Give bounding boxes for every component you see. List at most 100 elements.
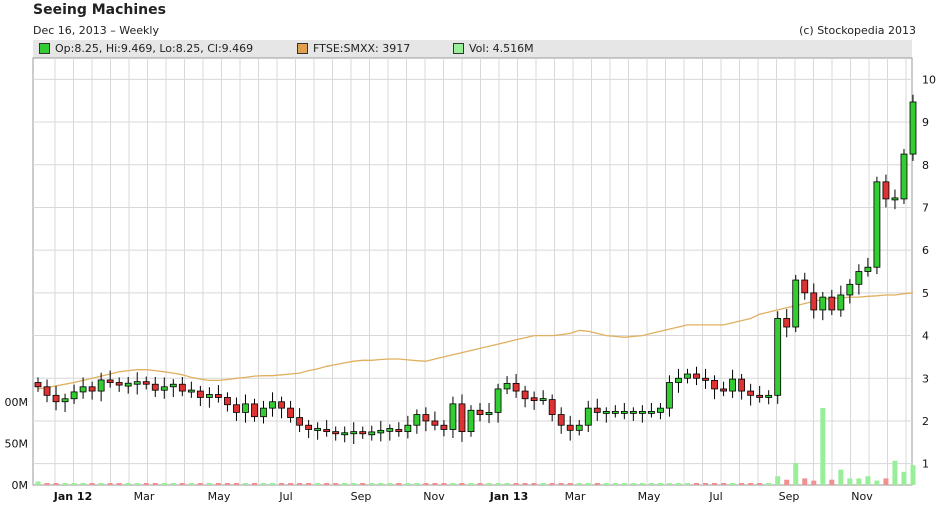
volume-bar (820, 408, 826, 485)
candle-body (449, 403, 457, 430)
candle-body (503, 382, 511, 390)
candle-body (151, 383, 159, 391)
candle-body (61, 398, 69, 403)
volume-bar (468, 483, 474, 485)
candle-body (494, 388, 502, 413)
candle-body (133, 381, 141, 385)
x-tick-label: Jan 12 (53, 490, 92, 503)
legend-item-index: FTSE:SMXX: 3917 (297, 42, 410, 55)
candle-body (684, 373, 691, 379)
volume-bar (35, 481, 41, 485)
candle-body (395, 429, 403, 433)
candle-body (52, 394, 60, 403)
candle-body (314, 428, 322, 431)
candle-body (485, 412, 493, 415)
candle-body (819, 296, 827, 311)
candle-body (810, 292, 818, 311)
index-line (37, 292, 914, 390)
candle-body (638, 411, 646, 414)
candle-body (711, 379, 718, 390)
candle-body (323, 429, 331, 433)
candle-body (801, 279, 809, 294)
x-tick-label: May (638, 490, 661, 503)
candle-body (593, 407, 601, 413)
volume-bar (784, 479, 790, 485)
volume-bar (224, 483, 230, 485)
candle-body (251, 403, 258, 418)
y-tick-label: 8 (922, 159, 929, 172)
candle-body (828, 296, 836, 311)
candle-body (729, 378, 736, 392)
volume-bar (62, 483, 68, 485)
volume-bar (847, 478, 853, 485)
candle-body (891, 197, 899, 201)
y-tick-label: 2 (922, 415, 929, 428)
candle-body (422, 414, 430, 422)
candle-body (611, 411, 619, 414)
volume-bar (161, 483, 167, 485)
legend-swatch-ohlc (39, 43, 50, 54)
candle-body (196, 390, 204, 398)
volume-bar (486, 483, 492, 485)
candle-body (792, 279, 800, 328)
candle-body (377, 429, 385, 434)
volume-bar (297, 483, 303, 485)
candle-body (115, 382, 123, 386)
candle-body (269, 401, 276, 409)
legend: Op:8.25, Hi:9.469, Lo:8.25, Cl:9.469 FTS… (33, 40, 912, 58)
candle-body (765, 394, 773, 398)
volume-bar (856, 478, 862, 485)
volume-bar (838, 469, 844, 485)
volume-bar (261, 483, 267, 485)
y-tick-label: 6 (922, 244, 929, 257)
volume-bar (423, 483, 429, 485)
candle-body (431, 420, 439, 426)
candle-body (702, 377, 709, 381)
volume-bar (53, 483, 59, 485)
candle-body (124, 382, 132, 387)
candle-body (233, 404, 240, 413)
volume-bar (71, 483, 77, 485)
y-tick-label: 4 (922, 330, 929, 343)
candle-body (602, 411, 610, 414)
volume-axis-label: 50M (5, 438, 29, 451)
candle-body (205, 394, 213, 398)
candle-body (359, 431, 367, 435)
volume-bar (757, 483, 763, 485)
candle-body (882, 181, 890, 200)
volume-bar (324, 483, 330, 485)
candle-body (350, 431, 358, 435)
candle-body (70, 391, 78, 400)
volume-bar (703, 483, 709, 485)
volume-bar (378, 483, 384, 485)
volume-bar (143, 483, 149, 485)
candle-body (648, 411, 655, 414)
volume-bar (89, 483, 95, 485)
volume-bar (775, 476, 781, 485)
volume-bar (270, 483, 276, 485)
volume-bar (179, 483, 185, 485)
volume-bar (558, 483, 564, 485)
candle-body (693, 373, 700, 379)
volume-bar (134, 483, 140, 485)
x-tick-label: Nov (851, 490, 873, 503)
volume-bar (342, 483, 348, 485)
candle-body (620, 411, 628, 414)
volume-bar (405, 483, 411, 485)
volume-bar (621, 483, 627, 485)
candle-body (287, 407, 294, 418)
candle-body (296, 417, 303, 426)
candle-body (548, 399, 556, 415)
x-tick-label: Jan 13 (489, 490, 528, 503)
candle-body (242, 403, 249, 413)
y-tick-label: 5 (922, 287, 929, 300)
volume-bar (739, 483, 745, 485)
candle-body (404, 424, 412, 433)
candle-body (43, 386, 51, 396)
volume-bar (360, 483, 366, 485)
x-tick-label: Nov (423, 490, 445, 503)
volume-bar (459, 483, 465, 485)
legend-item-volume: Vol: 4.516M (453, 42, 534, 55)
candle-body (557, 414, 565, 426)
